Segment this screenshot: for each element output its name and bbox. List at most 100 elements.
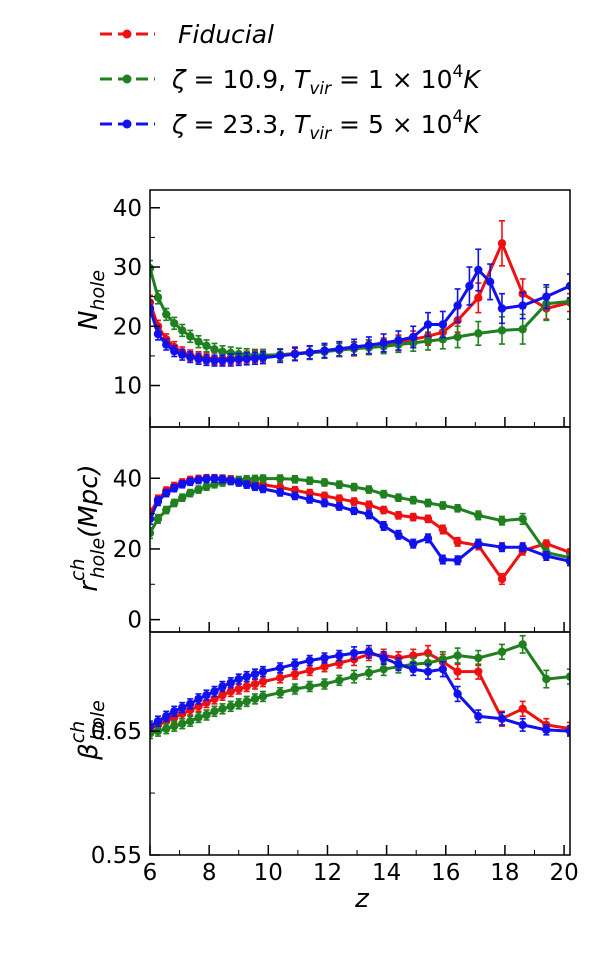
point-rhole-1-23 <box>394 493 403 502</box>
point-betahole-1-15 <box>275 688 285 697</box>
point-nhole-2-21 <box>364 341 374 350</box>
xtick-label-2: 10 <box>254 860 283 886</box>
point-rhole-0-29 <box>497 574 507 584</box>
point-nhole-2-27 <box>453 301 462 310</box>
legend-zeta-value-a: 10.9 <box>222 65 278 94</box>
point-betahole-0-14 <box>258 677 268 686</box>
point-betahole-0-28 <box>474 667 483 676</box>
legend-t-symbol: T <box>294 110 311 139</box>
point-betahole-2-13 <box>250 669 260 679</box>
point-betahole-0-30 <box>518 704 527 714</box>
point-rhole-1-16 <box>290 475 300 484</box>
point-betahole-0-9 <box>218 690 227 700</box>
point-rhole-1-21 <box>364 485 374 494</box>
point-rhole-2-9 <box>218 475 227 484</box>
point-rhole-2-8 <box>210 474 219 483</box>
point-rhole-2-14 <box>258 484 268 494</box>
point-rhole-2-7 <box>202 474 211 484</box>
point-nhole-1-1 <box>153 293 163 302</box>
tick-layer-betahole: 0.55 0.65 <box>91 719 565 869</box>
point-betahole-1-19 <box>335 676 344 685</box>
point-rhole-2-29 <box>497 542 507 552</box>
point-rhole-2-31 <box>542 551 551 561</box>
point-betahole-1-20 <box>349 672 359 681</box>
point-betahole-1-7 <box>202 710 211 720</box>
point-nhole-1-8 <box>210 345 219 354</box>
point-rhole-1-1 <box>153 514 163 524</box>
point-nhole-2-5 <box>186 352 195 362</box>
point-rhole-1-13 <box>250 474 260 484</box>
point-betahole-0-16 <box>290 669 300 679</box>
legend-equals: = <box>186 110 223 139</box>
point-nhole-2-17 <box>305 348 314 357</box>
legend-marker-model-a <box>122 74 132 84</box>
point-betahole-2-21 <box>364 647 374 657</box>
series-layer-betahole <box>150 634 570 740</box>
point-rhole-1-5 <box>186 488 195 498</box>
series-rhole-2 <box>150 474 570 567</box>
legend-equals-2: = <box>331 110 368 139</box>
point-betahole-1-4 <box>178 719 187 728</box>
point-rhole-1-14 <box>258 474 268 483</box>
point-betahole-2-11 <box>234 674 243 684</box>
legend-zeta-symbol: ζ <box>171 110 187 139</box>
point-rhole-0-25 <box>423 514 433 524</box>
point-betahole-1-21 <box>364 668 374 678</box>
xtick-label-5: 16 <box>431 860 460 886</box>
point-nhole-2-2 <box>162 340 171 349</box>
xtick-label-4: 14 <box>372 860 401 886</box>
point-nhole-2-6 <box>194 354 203 364</box>
point-betahole-0-27 <box>453 667 462 676</box>
series-nhole-0 <box>150 220 570 366</box>
ylabel-nhole-main: N <box>74 311 104 330</box>
point-rhole-1-25 <box>423 498 433 508</box>
point-betahole-2-24 <box>409 664 418 674</box>
point-rhole-1-2 <box>162 505 171 515</box>
legend-vir-subscript: vir <box>309 124 332 144</box>
point-betahole-2-19 <box>335 651 344 660</box>
point-nhole-2-18 <box>320 346 329 355</box>
errorbar-rhole-2-32 <box>567 556 570 567</box>
x-axis: 6 8 10 12 14 16 18 20 <box>143 860 579 886</box>
point-nhole-1-32 <box>565 297 570 306</box>
series-betahole-2 <box>150 644 570 737</box>
point-nhole-2-0 <box>150 304 155 313</box>
legend-exponent-a: 4 <box>453 62 464 82</box>
point-rhole-1-26 <box>438 501 448 510</box>
point-betahole-1-12 <box>242 697 251 706</box>
point-betahole-2-3 <box>170 707 179 716</box>
legend-tvir-value-b: 5 × 10 <box>368 110 453 139</box>
ytick-label-nhole-0: 10 <box>113 374 142 400</box>
ytick-label-rhole-1: 20 <box>113 537 142 563</box>
point-rhole-0-23 <box>394 511 403 520</box>
legend-t-symbol: T <box>294 65 311 94</box>
point-betahole-2-30 <box>518 720 527 730</box>
ytick-label-rhole-0: 0 <box>127 608 142 634</box>
point-betahole-1-30 <box>518 640 527 649</box>
point-nhole-2-19 <box>335 344 344 353</box>
ylabel-rhole-unit: (Mpc) <box>74 464 104 538</box>
legend-label-model-b: ζ = 23.3, Tvir = 5 × 104K <box>171 107 482 144</box>
point-rhole-2-18 <box>320 498 329 508</box>
point-nhole-1-0 <box>150 264 155 273</box>
point-nhole-1-9 <box>218 347 227 356</box>
legend-unit-a: K <box>463 65 482 94</box>
point-betahole-2-18 <box>320 653 329 663</box>
point-nhole-2-29 <box>474 265 483 275</box>
ylabel-betahole: βchhole <box>67 700 109 761</box>
legend-exponent-b: 4 <box>453 107 464 127</box>
point-rhole-2-0 <box>150 514 155 524</box>
point-rhole-2-6 <box>194 475 203 485</box>
point-rhole-2-28 <box>474 539 483 548</box>
point-betahole-2-10 <box>226 678 235 687</box>
xtick-label-7: 20 <box>549 860 578 886</box>
point-betahole-2-1 <box>153 717 163 726</box>
point-betahole-1-8 <box>210 707 219 716</box>
point-rhole-2-3 <box>170 483 179 493</box>
point-nhole-2-11 <box>234 355 243 364</box>
point-nhole-2-10 <box>226 355 235 365</box>
point-nhole-2-24 <box>409 332 418 342</box>
point-nhole-1-25 <box>423 336 433 346</box>
point-betahole-1-17 <box>305 682 314 691</box>
errorbar-betahole-2-32 <box>567 725 570 737</box>
